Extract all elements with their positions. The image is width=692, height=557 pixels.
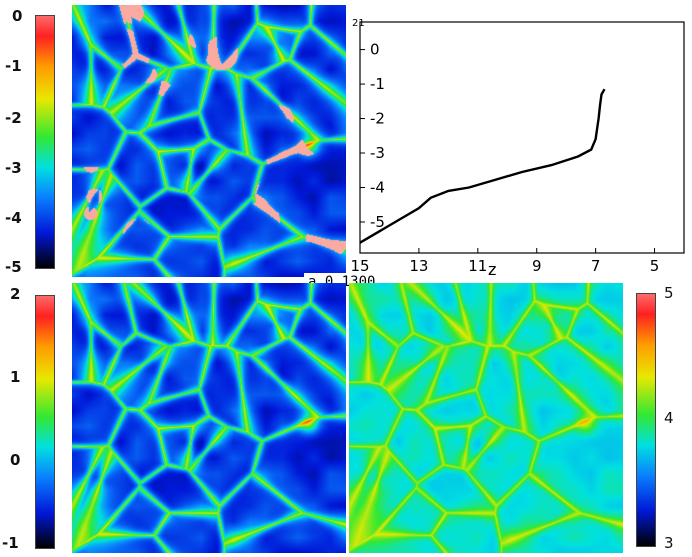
density-image (72, 283, 346, 553)
bottom-right-colorbar (636, 293, 656, 547)
plot-frame (359, 21, 685, 254)
x-tick-label: 15 (350, 257, 369, 275)
bottom-left-colorbar-tick: 0 (10, 451, 21, 469)
top-colorbar-tick: -3 (5, 159, 22, 177)
top-colorbar (35, 15, 55, 269)
top-left-density-panel (72, 5, 346, 277)
bottom-left-density-panel (72, 283, 346, 553)
bottom-left-colorbar-tick: 1 (10, 368, 21, 386)
y-tick-label: -5 (370, 213, 385, 231)
x-tick-label: 13 (409, 257, 428, 275)
y-tick-label: -1 (370, 75, 385, 93)
top-colorbar-tick: -5 (5, 258, 22, 276)
y-tick-label: -3 (370, 144, 385, 162)
x-tick-label: 5 (650, 257, 660, 275)
x-tick-label: 9 (532, 257, 542, 275)
bottom-right-temperature-panel (349, 283, 623, 553)
x-tick-label: 11 (468, 257, 487, 275)
bottom-right-colorbar-tick: 3 (664, 534, 674, 552)
bottom-right-colorbar-tick: 4 (664, 409, 674, 427)
j21-curve (359, 88, 606, 244)
top-colorbar-tick: -2 (5, 109, 22, 127)
temperature-image (349, 283, 623, 553)
x-tick-label: 7 (591, 257, 601, 275)
top-colorbar-tick: -1 (5, 57, 22, 75)
y-axis-label-sub: 21 (352, 18, 365, 29)
x-axis-label: z (488, 260, 496, 279)
density-ionized-image (72, 5, 346, 277)
bottom-left-colorbar-tick: -1 (2, 534, 19, 552)
top-colorbar-tick: 0 (12, 7, 23, 25)
y-tick-label: 0 (370, 41, 380, 59)
y-tick-label: -4 (370, 178, 385, 196)
y-tick-label: -2 (370, 110, 385, 128)
bottom-left-colorbar (35, 295, 55, 549)
bottom-right-colorbar-tick: 5 (664, 284, 674, 302)
top-colorbar-tick: -4 (5, 209, 22, 227)
bottom-left-colorbar-tick: 2 (10, 285, 21, 303)
